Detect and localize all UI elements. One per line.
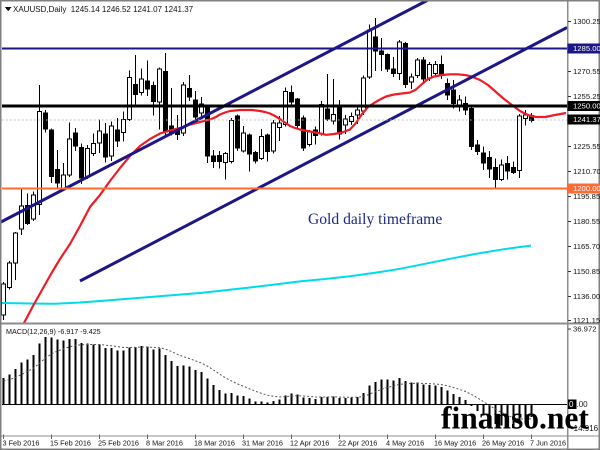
svg-text:36.972: 36.972	[573, 325, 597, 334]
svg-text:3 Feb 2016: 3 Feb 2016	[3, 438, 40, 447]
svg-text:1241.37: 1241.37	[573, 115, 600, 124]
svg-text:.00: .00	[577, 400, 589, 409]
svg-text:XAUUSD,Daily 1245.14 1246.52: XAUUSD,Daily 1245.14 1246.52 1241.07 124…	[13, 5, 194, 14]
svg-text:8 Mar 2016: 8 Mar 2016	[146, 438, 183, 447]
svg-text:31 Mar 2016: 31 Mar 2016	[242, 438, 283, 447]
svg-text:1200.00: 1200.00	[573, 184, 600, 193]
svg-text:1210.70: 1210.70	[573, 167, 600, 176]
svg-text:MACD(12,26,9) -6.917 -9.425: MACD(12,26,9) -6.917 -9.425	[6, 327, 101, 336]
svg-text:-14.916: -14.916	[571, 424, 599, 433]
svg-text:1300.25: 1300.25	[573, 17, 600, 26]
svg-text:18 Mar 2016: 18 Mar 2016	[194, 438, 235, 447]
svg-text:1270.55: 1270.55	[573, 67, 600, 76]
svg-text:1165.70: 1165.70	[573, 242, 600, 251]
svg-text:1285.00: 1285.00	[573, 44, 600, 53]
svg-text:1121.15: 1121.15	[573, 316, 600, 325]
svg-text:26 May 2016: 26 May 2016	[482, 438, 524, 447]
svg-text:1225.55: 1225.55	[573, 142, 600, 151]
svg-text:1255.25: 1255.25	[573, 92, 600, 101]
svg-text:1195.85: 1195.85	[573, 192, 600, 201]
svg-text:16 May 2016: 16 May 2016	[434, 438, 476, 447]
svg-text:4 May 2016: 4 May 2016	[386, 438, 424, 447]
svg-text:1136.00: 1136.00	[573, 292, 600, 301]
svg-text:1180.55: 1180.55	[573, 217, 600, 226]
svg-text:12 Apr 2016: 12 Apr 2016	[290, 438, 329, 447]
svg-text:1150.85: 1150.85	[573, 267, 600, 276]
svg-text:22 Apr 2016: 22 Apr 2016	[338, 438, 377, 447]
svg-text:1250.00: 1250.00	[573, 102, 600, 111]
svg-text:15 Feb 2016: 15 Feb 2016	[50, 438, 91, 447]
svg-text:0: 0	[569, 400, 574, 409]
svg-text:25 Feb 2016: 25 Feb 2016	[98, 438, 139, 447]
svg-text:7 Jun 2016: 7 Jun 2016	[530, 438, 566, 447]
svg-text:finanso.net: finanso.net	[441, 401, 589, 436]
svg-text:Gold daily timeframe: Gold daily timeframe	[308, 211, 442, 228]
